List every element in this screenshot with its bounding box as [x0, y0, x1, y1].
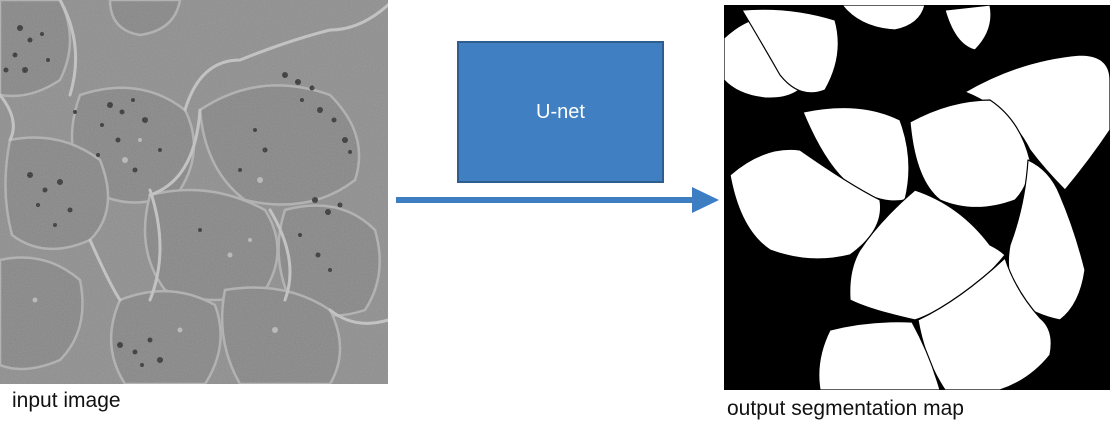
arrow: [396, 187, 719, 213]
output-segmentation-map: [724, 5, 1110, 390]
input-image-caption: input image: [12, 389, 121, 412]
input-image: [0, 0, 388, 384]
output-map-caption: output segmentation map: [727, 397, 964, 420]
unet-box: [457, 41, 664, 183]
